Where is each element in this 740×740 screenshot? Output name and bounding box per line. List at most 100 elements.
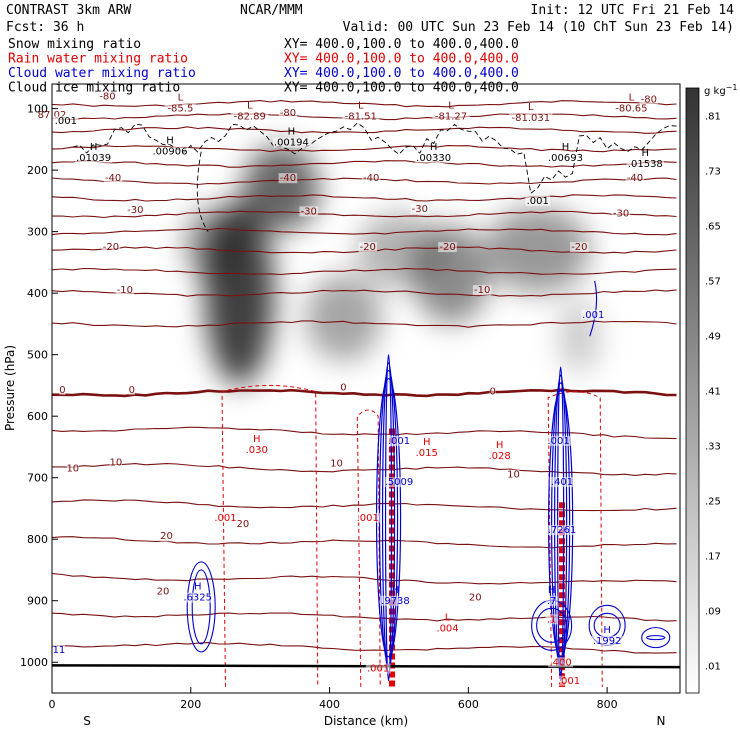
model-title: CONTRAST 3km ARW	[6, 3, 131, 18]
cloud-ice-label-bg-0	[53, 115, 79, 126]
rain-label-bg-9	[545, 614, 558, 625]
plot-frame	[51, 83, 681, 694]
x-end-label-north: N	[657, 714, 666, 728]
isotherm-label-4: -40	[280, 173, 296, 184]
cloud-water-cell-3-1	[536, 607, 568, 643]
colorbar-level-10: .81	[705, 112, 721, 123]
cloud-ice-label-7: .001	[527, 196, 549, 207]
isotherm-label-0: -80	[99, 91, 115, 102]
isotherm-label-bg-19	[340, 382, 347, 393]
temp-min-label-4: -81.031	[512, 113, 551, 124]
isotherm-20	[52, 642, 677, 654]
cloud-ice-label-2: .00906	[152, 147, 187, 158]
cloud-water-label-bg-3	[383, 477, 415, 488]
colorbar-level-1: .09	[705, 607, 721, 618]
colorbar-level-8: .65	[705, 222, 721, 233]
cloud-ice-contour-2	[196, 151, 209, 232]
isotherm-label-26: 20	[236, 519, 249, 530]
rain-marker-2: H	[496, 440, 504, 451]
isotherm-label-18: 0	[129, 385, 135, 396]
isotherm-label-14: -20	[571, 242, 587, 253]
isotherm-8	[52, 227, 677, 236]
isotherm-3	[52, 145, 677, 153]
cloud-water-marker-9: H	[603, 625, 611, 636]
init-time: Init: 12 UTC Fri 21 Feb 14	[531, 3, 735, 18]
x-axis-label: Distance (km)	[324, 714, 408, 728]
cloud-ice-label-bg-6	[626, 159, 664, 170]
cloud-ice-label-3: .00194	[274, 138, 309, 149]
colorbar-level-0: .01	[705, 662, 721, 673]
field-name-2: Cloud water mixing ratio	[8, 66, 196, 81]
temp-min-label-bg-5	[612, 103, 651, 114]
rain-label-bg-2	[487, 451, 512, 462]
isotherm-6	[52, 194, 677, 202]
temp-min-label-bg-1	[231, 111, 269, 122]
field-name-1: Rain water mixing ratio	[8, 52, 188, 67]
x-axis: 0 200 400 600 800	[49, 687, 618, 711]
cloud-ice-contours	[72, 122, 677, 232]
cloud-water-label-bg-9	[591, 635, 623, 646]
cloud-ice-label-bg-7	[525, 195, 551, 206]
isotherm-label-23: 10	[330, 459, 343, 470]
temp-min-marker-1: L	[247, 101, 253, 112]
plot-area: -80 -80 -80 -40 -40 -40 -40 -30 -30 -30 -30 -20 -20 -…	[20, 83, 681, 711]
isotherm-label-bg-24	[507, 469, 520, 480]
isotherm-label-bg-27	[156, 586, 170, 597]
cloud-water-cell-2-0	[641, 627, 671, 649]
isotherm-label-22: 10	[109, 457, 122, 468]
contour-labels: -80 -80 -80 -40 -40 -40 -40 -30 -30 -30 -30 -20 -20 -…	[36, 91, 664, 687]
isotherm-label-bg-22	[109, 457, 123, 468]
rain-label-3: .001	[214, 513, 236, 524]
isotherm-16	[52, 499, 677, 512]
cloud-water-label-7: .9738	[381, 596, 410, 607]
isotherm-label-25: 20	[160, 531, 173, 542]
temp-min-marker-2: L	[358, 101, 364, 112]
cloud-water-label-bg-8	[545, 595, 558, 606]
rain-label-8: .400	[550, 657, 572, 668]
snow-core-1	[242, 145, 320, 232]
temp-min-label-3: -81.27	[435, 112, 467, 123]
cloud-water-label-bg-0	[580, 309, 606, 320]
y-tick-label-3: 400	[27, 287, 48, 300]
y-tick-label-8: 900	[27, 595, 48, 608]
isotherm-label-bg-25	[160, 531, 173, 542]
isotherm-label-bg-11	[101, 242, 121, 253]
isotherm-label-bg-17	[59, 384, 66, 395]
isotherm-label-bg-9	[410, 203, 430, 214]
cloud-water-column-1-3	[548, 390, 574, 658]
isotherm-label-3: -40	[105, 173, 121, 184]
isotherm-2	[52, 126, 677, 134]
rain-contours	[221, 384, 603, 687]
cloud-ice-label-bg-5	[546, 152, 585, 163]
cloud-ice-label-bg-4	[415, 152, 453, 163]
isotherm-label-28: 20	[469, 593, 482, 604]
cloud-ice-label-5: .00693	[548, 153, 583, 164]
temp-min-label-bg-0	[164, 103, 196, 114]
y-axis: 100 200 300 400 500 600 700 800 900 1000	[20, 103, 58, 669]
cloud-water-upper	[589, 280, 598, 337]
isotherm-label-bg-21	[66, 463, 80, 474]
isotherm-label-bg-20	[489, 386, 496, 397]
isotherm-14	[52, 426, 677, 440]
cloud-ice-label-0: .001	[55, 116, 77, 127]
cloud-ice-label-bg-1	[75, 152, 113, 163]
isotherm-label-bg-16	[472, 285, 492, 296]
field-xy-0: XY= 400.0,100.0 to 400.0,400.0	[284, 37, 519, 52]
x-tick-label-3: 600	[458, 698, 479, 711]
isotherm-label-1: -80	[641, 94, 657, 105]
cloud-water-column-0-1	[381, 362, 396, 674]
cloud-water-label-5: .7261	[548, 525, 577, 536]
isotherm-label-bg-14	[570, 242, 589, 253]
temp-min-label-bg-3	[432, 111, 470, 122]
isotherm-label-bg-6	[625, 173, 645, 184]
isotherm-label-bg-5	[361, 173, 381, 184]
isotherm-label-bg-2	[278, 107, 298, 118]
rain-marker-0: H	[253, 434, 261, 445]
temp-min-marker-3: L	[448, 101, 454, 112]
isotherm-19	[52, 612, 677, 622]
isotherm-label-bg-28	[469, 592, 482, 603]
cloud-water-marker-6: H	[194, 582, 202, 593]
cloud-water-label-10: 11	[53, 645, 66, 656]
colorbar-scale	[685, 87, 700, 694]
